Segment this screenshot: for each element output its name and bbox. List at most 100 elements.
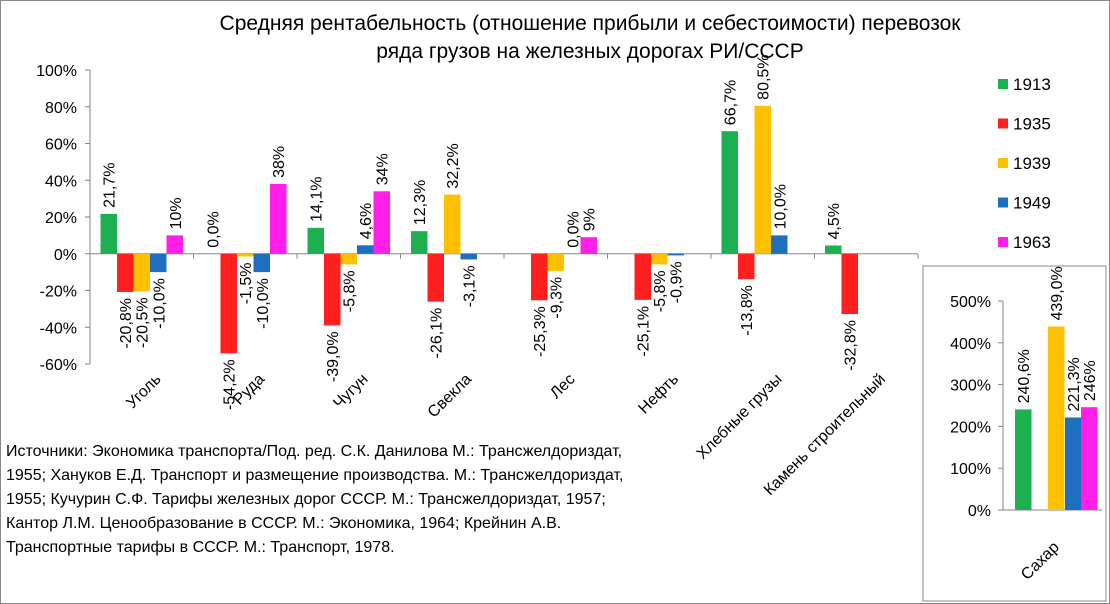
data-label-1939: -1,5% (238, 263, 255, 305)
y-tick-label: -20% (40, 284, 77, 301)
bar-1963 (166, 235, 183, 254)
legend-label: 1939 (1013, 154, 1051, 173)
bar-1913 (411, 231, 428, 254)
legend-label: 1913 (1013, 75, 1051, 94)
data-label-1913: 12,3% (412, 180, 429, 225)
inset-data-label-1913: 240,6% (1016, 349, 1033, 403)
data-label-1963: 38% (271, 146, 288, 178)
data-label-1935: -26,1% (429, 308, 446, 359)
bar-1949 (771, 235, 788, 254)
inset-data-label-1963: 246% (1082, 360, 1099, 401)
bar-1935 (220, 253, 237, 354)
data-label-1939: -5,8% (342, 270, 359, 312)
data-label-1963: 34% (375, 153, 392, 185)
data-label-1935: -25,1% (636, 306, 653, 357)
data-label-1913: 4,5% (826, 203, 843, 239)
bar-1913 (307, 227, 324, 254)
data-label-1935: -39,0% (325, 331, 342, 382)
data-label-1913: 0,0% (205, 211, 222, 247)
y-tick-label: 20% (45, 210, 77, 227)
bar-1949 (460, 253, 477, 260)
data-label-1913: 21,7% (102, 163, 119, 208)
data-label-1913: 14,1% (309, 176, 326, 221)
data-label-1949: -0,9% (669, 261, 686, 303)
legend-swatch-1949 (998, 197, 1008, 208)
inset-bar-1949 (1065, 417, 1082, 510)
legend-label: 1963 (1013, 233, 1051, 252)
data-label-1939: -20,5% (135, 297, 152, 348)
inset-y-tick-label: 300% (950, 378, 991, 395)
bar-1939 (444, 194, 461, 254)
legend-swatch-1939 (998, 158, 1008, 168)
data-label-1949: 4,6% (358, 203, 375, 239)
bar-1913 (721, 131, 738, 254)
y-tick-label: 80% (45, 100, 77, 117)
chart-title-line2: ряда грузов на железных дорогах РИ/СССР (376, 40, 803, 63)
main-plot: -60% -40% -20% 0% 20% 40% 60% 80% 100% 21,7% -20,8… (36, 54, 919, 499)
bar-1935 (738, 253, 755, 280)
data-label-1939: 80,5% (756, 54, 773, 99)
inset-bar-1913 (1015, 409, 1032, 510)
legend-label: 1949 (1013, 194, 1051, 213)
inset-y-tick-label: 0% (968, 503, 991, 520)
bar-1939 (547, 253, 564, 271)
data-label-1963: 10% (168, 197, 185, 229)
data-label-1939: 32,2% (445, 143, 462, 188)
bar-1939 (754, 105, 771, 254)
data-label-1949: -10,0% (255, 278, 272, 329)
data-label-1935: -13,8% (739, 285, 756, 336)
inset-data-label-1949: 221,3% (1066, 357, 1083, 411)
bar-1963 (580, 237, 597, 254)
bar-1939 (651, 253, 668, 265)
y-tick-label: 0% (54, 247, 77, 264)
bar-1949 (150, 253, 167, 273)
bar-1949 (253, 253, 270, 273)
data-label-1939: -5,8% (652, 270, 669, 312)
bar-1935 (427, 253, 444, 302)
bar-1935 (531, 253, 548, 301)
chart-title-line1: Средняя рентабельность (отношение прибыл… (220, 12, 962, 35)
inset-bar-1939 (1048, 326, 1065, 510)
data-label-1935: -25,3% (532, 306, 549, 357)
data-label-1949: 10,0% (772, 184, 789, 229)
data-label-1949: -10,0% (151, 278, 168, 329)
bar-1949 (667, 253, 684, 256)
data-label-1949: -3,1% (462, 265, 479, 307)
data-label-1913: 66,7% (723, 80, 740, 125)
bar-1935 (841, 253, 858, 315)
bar-1939 (340, 253, 357, 265)
inset-data-label-1939: 439,0% (1049, 266, 1066, 320)
data-label-1935: -54,2% (222, 359, 239, 410)
bar-1913 (825, 245, 842, 254)
y-tick-label: -40% (40, 320, 77, 337)
bar-1949 (357, 245, 374, 254)
inset-bar-1963 (1081, 407, 1098, 510)
data-label-1963: 9% (582, 208, 599, 231)
legend-swatch-1963 (998, 237, 1008, 247)
legend-label: 1935 (1013, 115, 1051, 134)
bar-1913 (100, 213, 117, 254)
bar-1963 (270, 183, 287, 254)
bar-1935 (634, 253, 651, 300)
inset-y-tick-label: 100% (950, 461, 991, 478)
bar-1963 (373, 191, 390, 254)
legend-swatch-1913 (998, 79, 1008, 89)
inset-chart: 0% 100% 200% 300% 400% 500% 240,6% 439,0% 221,3%… (922, 265, 1107, 602)
bar-1935 (117, 253, 134, 292)
data-label-1939: -9,3% (549, 277, 566, 319)
bar-1939 (133, 253, 150, 292)
legend: 1913 1935 1939 1949 1963 (998, 75, 1051, 252)
legend-swatch-1935 (998, 118, 1008, 129)
y-tick-label: -60% (40, 357, 77, 374)
y-tick-label: 100% (36, 63, 77, 80)
bar-1935 (324, 253, 341, 326)
y-tick-label: 60% (45, 137, 77, 154)
data-label-1935: -20,8% (118, 298, 135, 349)
data-label-1949: 0,0% (565, 211, 582, 247)
bar-1939 (237, 253, 254, 257)
inset-y-tick-label: 400% (950, 336, 991, 353)
data-label-1935: -32,8% (843, 320, 860, 371)
inset-y-tick-label: 500% (950, 294, 991, 311)
inset-y-tick-label: 200% (950, 419, 991, 436)
